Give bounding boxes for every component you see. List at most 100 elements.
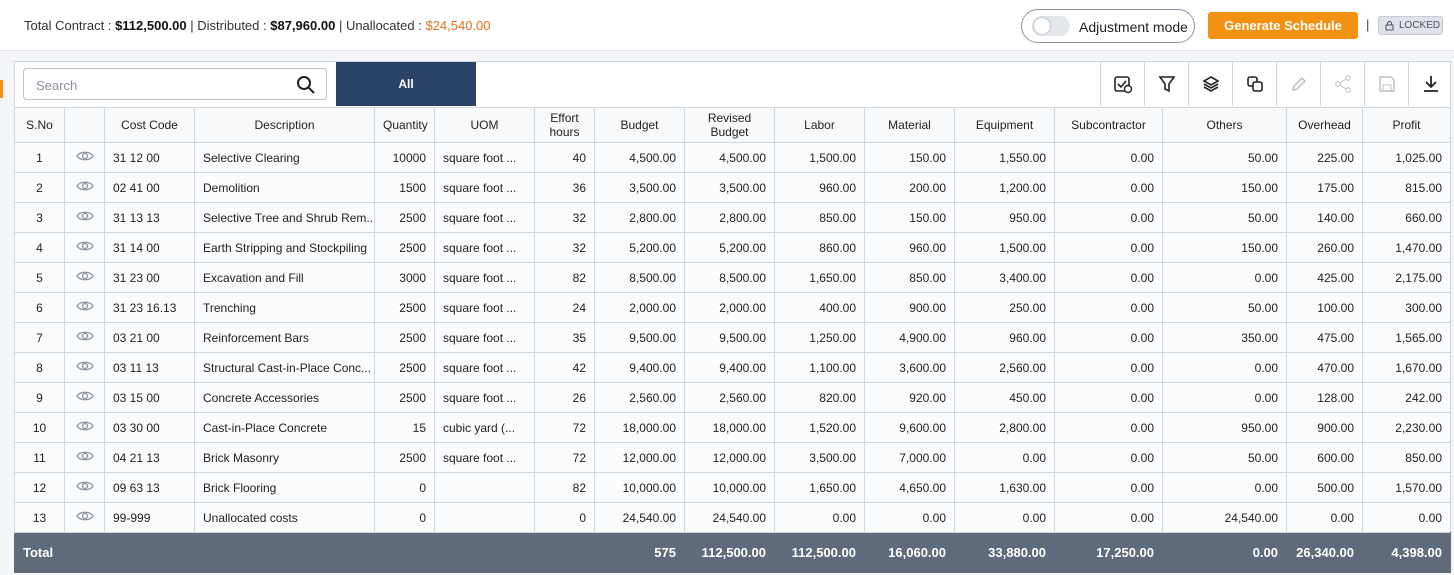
generate-button[interactable]: Generate Schedule	[1208, 12, 1358, 39]
view-cell[interactable]	[64, 472, 105, 503]
cell: 960.00	[954, 322, 1055, 353]
table-row[interactable]: 12 09 63 13 Brick Flooring 0 82 10,000.00 10,0…	[14, 472, 1451, 503]
view-cell[interactable]	[64, 502, 105, 533]
cell: 10	[14, 412, 65, 443]
cell: 470.00	[1286, 352, 1363, 383]
cell: 250.00	[954, 292, 1055, 323]
cell: 4,900.00	[864, 322, 955, 353]
cell: cubic yard (...	[434, 412, 535, 443]
cell: 10,000.00	[594, 472, 685, 503]
cell: 660.00	[1362, 202, 1451, 233]
cell: square foot ...	[434, 172, 535, 203]
column-header: Description	[194, 107, 375, 143]
filter-icon[interactable]	[1144, 62, 1188, 106]
layers-icon[interactable]	[1188, 62, 1232, 106]
cell: 72	[534, 412, 595, 443]
cell: 2,175.00	[1362, 262, 1451, 293]
table-row[interactable]: 1 31 12 00 Selective Clearing 10000 square f…	[14, 142, 1451, 173]
cell: 1,650.00	[774, 262, 865, 293]
cell: 900.00	[1286, 412, 1363, 443]
cell: Cast-in-Place Concrete	[194, 412, 375, 443]
total-cell: 112,500.00	[774, 532, 865, 573]
view-cell[interactable]	[64, 442, 105, 473]
cell: 6	[14, 292, 65, 323]
view-cell[interactable]	[64, 202, 105, 233]
label: | Distributed :	[190, 18, 267, 33]
cell: 1500	[374, 172, 435, 203]
save-icon[interactable]	[1364, 62, 1408, 106]
table-row[interactable]: 10 03 30 00 Cast-in-Place Concrete 15 cubic …	[14, 412, 1451, 443]
cell: 0.00	[1054, 202, 1163, 233]
total-cell: 17,250.00	[1054, 532, 1163, 573]
view-cell[interactable]	[64, 412, 105, 443]
icon	[1423, 76, 1438, 92]
cell: 1,520.00	[774, 412, 865, 443]
cell: 2,800.00	[954, 412, 1055, 443]
cell: 1,025.00	[1362, 142, 1451, 173]
view-cell[interactable]	[64, 352, 105, 383]
view-cell[interactable]	[64, 142, 105, 173]
cell: 0	[534, 502, 595, 533]
cell: Demolition	[194, 172, 375, 203]
icon	[1246, 76, 1263, 92]
download-icon[interactable]	[1408, 62, 1452, 106]
switch[interactable]	[1032, 16, 1070, 36]
table-row[interactable]: 6 31 23 16.13 Trenching 2500 square foot ...…	[14, 292, 1451, 323]
cell: 100.00	[1286, 292, 1363, 323]
table-row[interactable]: 3 31 13 13 Selective Tree and Shrub Rem...…	[14, 202, 1451, 233]
tab-all[interactable]: All	[336, 62, 476, 106]
cell: 9,500.00	[684, 322, 775, 353]
search-box[interactable]: Search	[23, 68, 327, 100]
cell: Earth Stripping and Stockpiling	[194, 232, 375, 263]
cell: square foot ...	[434, 352, 535, 383]
cell: 0.00	[1054, 382, 1163, 413]
cell: 2500	[374, 292, 435, 323]
column-header	[64, 107, 105, 143]
cell: 1,550.00	[954, 142, 1055, 173]
cell: 1,470.00	[1362, 232, 1451, 263]
view-cell[interactable]	[64, 382, 105, 413]
table-row[interactable]: 7 03 21 00 Reinforcement Bars 2500 square fo…	[14, 322, 1451, 353]
table-row[interactable]: 11 04 21 13 Brick Masonry 2500 square foot .…	[14, 442, 1451, 473]
table-row[interactable]: 9 03 15 00 Concrete Accessories 2500 square …	[14, 382, 1451, 413]
cell: 9,600.00	[864, 412, 955, 443]
cell: 850.00	[1362, 442, 1451, 473]
cell	[434, 472, 535, 503]
cell: 0.00	[1162, 262, 1287, 293]
table-row[interactable]: 4 31 14 00 Earth Stripping and Stockpiling…	[14, 232, 1451, 263]
schedule-icon[interactable]	[1100, 62, 1144, 106]
view-cell[interactable]	[64, 322, 105, 353]
cell: 0.00	[1054, 442, 1163, 473]
total-cell: 33,880.00	[954, 532, 1055, 573]
cell: 150.00	[1162, 172, 1287, 203]
view-cell[interactable]	[64, 262, 105, 293]
view-cell[interactable]	[64, 232, 105, 263]
cell: 03 30 00	[104, 412, 195, 443]
table-row[interactable]: 2 02 41 00 Demolition 1500 square foot ... 36…	[14, 172, 1451, 203]
view-cell[interactable]	[64, 172, 105, 203]
table-row[interactable]: 8 03 11 13 Structural Cast-in-Place Conc..…	[14, 352, 1451, 383]
cell: 1,200.00	[954, 172, 1055, 203]
share-icon[interactable]	[1320, 62, 1364, 106]
cell: 450.00	[954, 382, 1055, 413]
cell: 50.00	[1162, 202, 1287, 233]
cell: 36	[534, 172, 595, 203]
cell: Selective Clearing	[194, 142, 375, 173]
table-row[interactable]: 5 31 23 00 Excavation and Fill 3000 square f…	[14, 262, 1451, 293]
table-row[interactable]: 13 99-999 Unallocated costs 0 0 24,540.00 24,5…	[14, 502, 1451, 533]
icon	[1201, 76, 1220, 92]
view-cell[interactable]	[64, 292, 105, 323]
cell: 3,500.00	[684, 172, 775, 203]
locked-badge: LOCKED	[1378, 16, 1443, 35]
adjustment-toggle[interactable]: Adjustment mode	[1021, 9, 1195, 43]
copy-icon[interactable]	[1232, 62, 1276, 106]
eye-icon	[75, 511, 94, 521]
total-cell: 26,340.00	[1286, 532, 1363, 573]
cell: 175.00	[1286, 172, 1363, 203]
icon	[1334, 75, 1351, 93]
cell: 0.00	[954, 502, 1055, 533]
edit-icon[interactable]	[1276, 62, 1320, 106]
column-header: Labor	[774, 107, 865, 143]
cell: 1,650.00	[774, 472, 865, 503]
cell: 3	[14, 202, 65, 233]
